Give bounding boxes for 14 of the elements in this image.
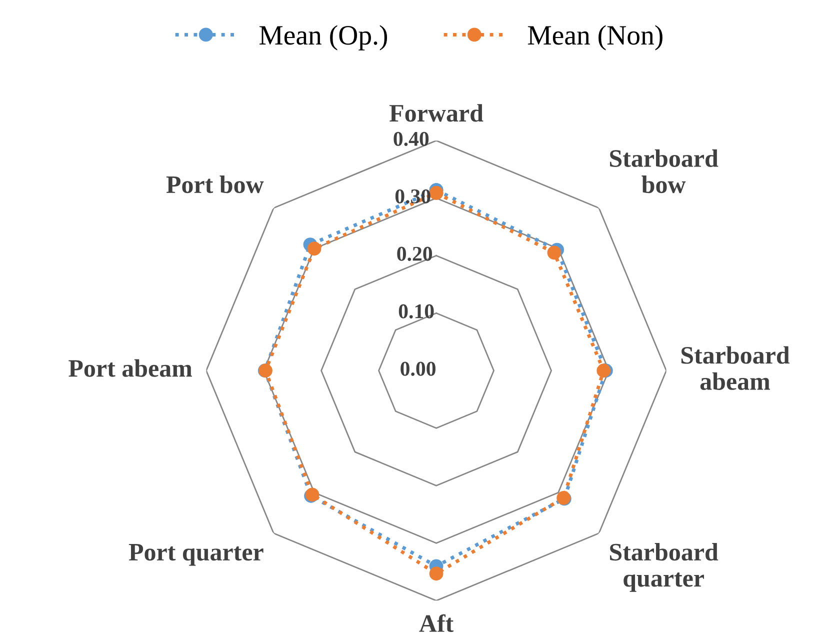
y-tick-label: 0.40 <box>394 132 429 146</box>
legend-label: Mean (Op.) <box>259 25 388 50</box>
legend-label: Mean (Non) <box>528 25 662 50</box>
y-tick-label: 0.10 <box>398 304 434 318</box>
y-tick-label: 0.00 <box>400 362 436 376</box>
spoke-label: Forward <box>389 104 484 122</box>
spoke-label: Port quarter <box>128 544 264 566</box>
y-tick-label: 0.20 <box>397 246 432 261</box>
spoke-label: Port bow <box>166 176 264 194</box>
spoke-label: Starboard abeam <box>681 346 790 390</box>
spoke-label: Starboard quarter <box>610 543 718 592</box>
spoke-label: Aft <box>419 614 454 632</box>
spoke-label: Starboard bow <box>610 149 718 194</box>
spoke-label: Port abeam <box>68 359 192 377</box>
